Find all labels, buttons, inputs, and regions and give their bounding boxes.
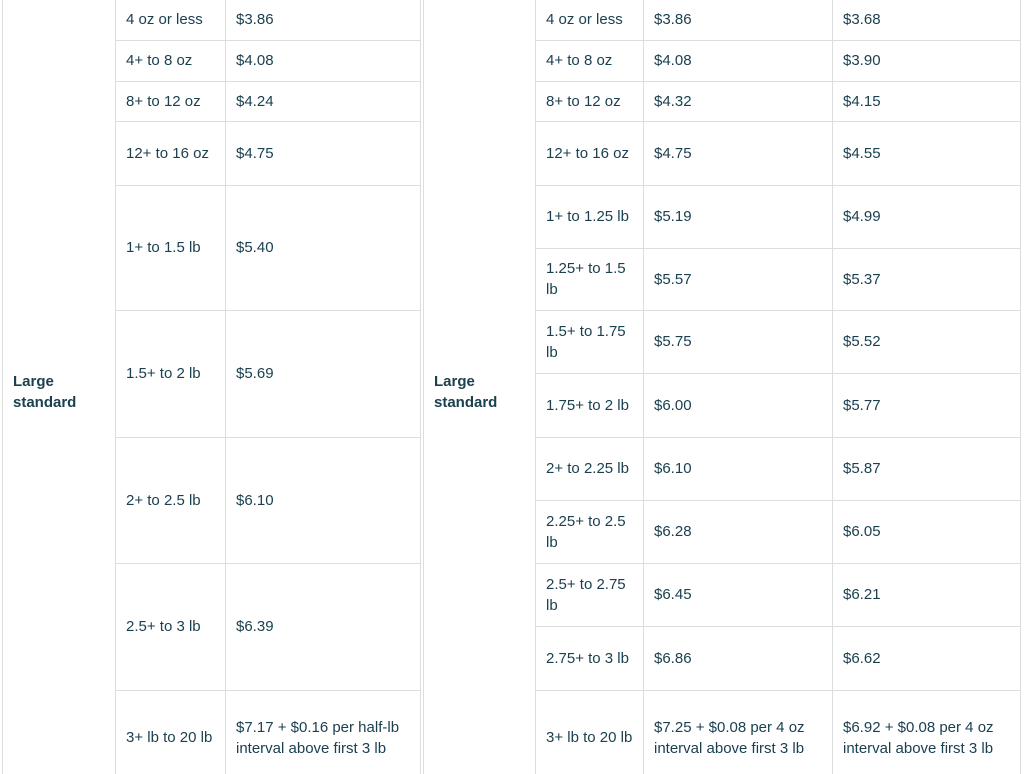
fee-table-left: Large standard 4 oz or less $3.86 4+ to 8 o… xyxy=(2,0,421,774)
shipping-weight-cell: 4+ to 8 oz xyxy=(535,39,644,82)
shipping-weight-cell: 8+ to 12 oz xyxy=(115,80,226,122)
fulfillment-fee-cell: $3.86 xyxy=(643,0,833,41)
fulfillment-fee-cell: $6.86 xyxy=(643,625,833,691)
table-row: 1+ to 1.5 lb $5.40 xyxy=(3,184,421,311)
shipping-weight-cell: 1.5+ to 2 lb xyxy=(115,309,226,438)
fulfillment-fee-cell: $4.99 xyxy=(832,184,1021,249)
fulfillment-fee-cell: $6.21 xyxy=(832,562,1021,627)
shipping-weight-cell: 1.25+ to 1.5 lb xyxy=(535,247,644,311)
shipping-weight-cell: 4 oz or less xyxy=(115,0,226,41)
table-row: 8+ to 12 oz $4.24 xyxy=(3,80,421,122)
shipping-weight-cell: 12+ to 16 oz xyxy=(115,120,226,186)
table-row: 2+ to 2.5 lb $6.10 xyxy=(3,436,421,564)
table-row: 1.5+ to 2 lb $5.69 xyxy=(3,309,421,438)
fulfillment-fee-cell: $6.05 xyxy=(832,499,1021,564)
table-row: 1.75+ to 2 lb $6.00 $5.77 xyxy=(424,372,1021,438)
shipping-weight-cell: 1+ to 1.25 lb xyxy=(535,184,644,249)
table-row: Large standard 4 oz or less $3.86 xyxy=(2,0,421,774)
fulfillment-fee-cell: $5.87 xyxy=(832,436,1021,501)
fulfillment-fee-cell: $6.45 xyxy=(643,562,833,627)
table-row: 2.5+ to 2.75 lb $6.45 $6.21 xyxy=(424,562,1021,627)
shipping-weight-cell: 2.75+ to 3 lb xyxy=(535,625,644,691)
shipping-weight-cell: 2+ to 2.5 lb xyxy=(115,436,226,564)
table-row: 3+ lb to 20 lb $7.17 + $0.16 per half-lb … xyxy=(3,689,421,774)
fulfillment-fee-cell: $4.32 xyxy=(643,80,833,122)
shipping-weight-cell: 2.5+ to 3 lb xyxy=(115,562,226,691)
table-row: 3+ lb to 20 lb $7.25 + $0.08 per 4 oz int… xyxy=(424,689,1021,774)
fulfillment-fee-cell: $4.75 xyxy=(643,120,833,186)
fulfillment-fee-cell: $7.17 + $0.16 per half-lb interval above… xyxy=(225,689,421,774)
table-row: 4+ to 8 oz $4.08 xyxy=(3,39,421,82)
table-row: 1.5+ to 1.75 lb $5.75 $5.52 xyxy=(424,309,1021,374)
fulfillment-fee-cell: $3.68 xyxy=(832,0,1021,41)
fulfillment-fee-cell: $4.08 xyxy=(225,39,421,82)
fulfillment-fee-cell: $5.75 xyxy=(643,309,833,374)
size-tier-label: Large standard xyxy=(2,0,116,774)
fulfillment-fee-cell: $3.86 xyxy=(225,0,421,41)
shipping-weight-cell: 2.25+ to 2.5 lb xyxy=(535,499,644,564)
size-tier-label: Large standard xyxy=(423,0,536,774)
fulfillment-fee-cell: $6.10 xyxy=(643,436,833,501)
shipping-weight-cell: 4+ to 8 oz xyxy=(115,39,226,82)
fulfillment-fee-cell: $4.15 xyxy=(832,80,1021,122)
fulfillment-fee-cell: $5.77 xyxy=(832,372,1021,438)
fulfillment-fee-cell: $5.57 xyxy=(643,247,833,311)
shipping-weight-cell: 2+ to 2.25 lb xyxy=(535,436,644,501)
table-row: 1+ to 1.25 lb $5.19 $4.99 xyxy=(424,184,1021,249)
fulfillment-fee-cell: $5.19 xyxy=(643,184,833,249)
table-row: 2.25+ to 2.5 lb $6.28 $6.05 xyxy=(424,499,1021,564)
table-row: 12+ to 16 oz $4.75 xyxy=(3,120,421,186)
fulfillment-fee-cell: $3.90 xyxy=(832,39,1021,82)
fulfillment-fee-cell: $6.39 xyxy=(225,562,421,691)
shipping-weight-cell: 1.5+ to 1.75 lb xyxy=(535,309,644,374)
fulfillment-fee-cell: $5.69 xyxy=(225,309,421,438)
fulfillment-fee-cell: $7.25 + $0.08 per 4 oz interval above fi… xyxy=(643,689,833,774)
shipping-weight-cell: 12+ to 16 oz xyxy=(535,120,644,186)
fulfillment-fee-cell: $5.52 xyxy=(832,309,1021,374)
table-row: Large standard 4 oz or less $3.86 $3.68 xyxy=(423,0,1021,774)
fulfillment-fee-cell: $4.24 xyxy=(225,80,421,122)
shipping-weight-cell: 3+ lb to 20 lb xyxy=(115,689,226,774)
shipping-weight-cell: 1.75+ to 2 lb xyxy=(535,372,644,438)
table-row: 2.75+ to 3 lb $6.86 $6.62 xyxy=(424,625,1021,691)
fulfillment-fee-cell: $6.28 xyxy=(643,499,833,564)
fulfillment-fee-cell: $6.92 + $0.08 per 4 oz interval above fi… xyxy=(832,689,1021,774)
fulfillment-fee-cell: $6.62 xyxy=(832,625,1021,691)
fulfillment-fee-cell: $5.40 xyxy=(225,184,421,311)
table-row: 1.25+ to 1.5 lb $5.57 $5.37 xyxy=(424,247,1021,311)
shipping-weight-cell: 2.5+ to 2.75 lb xyxy=(535,562,644,627)
fulfillment-fee-cell: $4.55 xyxy=(832,120,1021,186)
fulfillment-fee-cell: $6.10 xyxy=(225,436,421,564)
fulfillment-fee-cell: $6.00 xyxy=(643,372,833,438)
table-row: 8+ to 12 oz $4.32 $4.15 xyxy=(424,80,1021,122)
fee-table-right: Large standard 4 oz or less $3.86 $3.68 4+ t… xyxy=(423,0,1021,774)
table-row: 12+ to 16 oz $4.75 $4.55 xyxy=(424,120,1021,186)
shipping-weight-cell: 4 oz or less xyxy=(535,0,644,41)
shipping-weight-cell: 1+ to 1.5 lb xyxy=(115,184,226,311)
table-row: 2.5+ to 3 lb $6.39 xyxy=(3,562,421,691)
fulfillment-fee-cell: $4.08 xyxy=(643,39,833,82)
fulfillment-fee-cell: $4.75 xyxy=(225,120,421,186)
shipping-weight-cell: 3+ lb to 20 lb xyxy=(535,689,644,774)
shipping-weight-cell: 8+ to 12 oz xyxy=(535,80,644,122)
table-row: 4+ to 8 oz $4.08 $3.90 xyxy=(424,39,1021,82)
fulfillment-fee-cell: $5.37 xyxy=(832,247,1021,311)
